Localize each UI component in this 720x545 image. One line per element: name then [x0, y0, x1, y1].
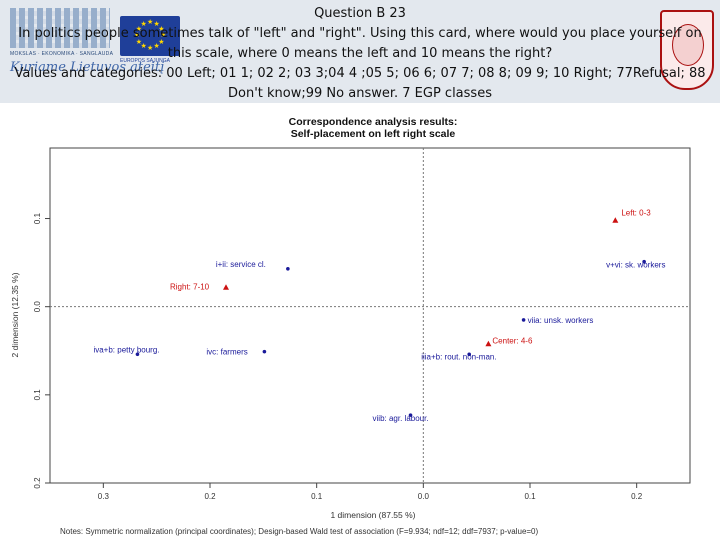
logo-esf: MOKSLAS · EKONOMIKA · SANGLAUDA Kuriame … [10, 8, 164, 75]
title-line-5: Don't know;99 No answer. 7 EGP classes [228, 86, 492, 101]
logo-slogan: Kuriame Lietuvos ateitį [10, 60, 165, 75]
plot-frame [49, 147, 691, 484]
chart-svg: Correspondence analysis results: Self-pl… [10, 116, 691, 536]
y-axis-label: 2 dimension (12.35 %) [10, 272, 20, 357]
point-label: ivc: farmers [206, 348, 247, 357]
point-label: Right: 7-10 [170, 282, 210, 291]
eu-star-icon: ★ [158, 38, 165, 46]
point-label: iva+b: petty bourg. [93, 345, 159, 354]
eu-star-icon: ★ [135, 38, 143, 46]
eu-star-icon: ★ [158, 25, 165, 33]
point-marker [521, 318, 526, 322]
eu-star-icon: ★ [134, 32, 141, 39]
chart-subtitle: Self-placement on left right scale [291, 128, 456, 140]
y-tick-label: 0.2 [33, 477, 42, 489]
point-label: viia: unsk. workers [528, 316, 594, 325]
title-line-4: Values and categories: 00 Left; 01 1; 02… [14, 66, 706, 81]
x-axis-ticks: 0.3 0.2 0.1 0.0 0.1 0.2 [98, 483, 643, 501]
eu-star-icon: ★ [153, 20, 160, 28]
point-marker [135, 352, 140, 357]
question-title: Question B 23 In politics people sometim… [0, 4, 720, 104]
triangle-marker [612, 217, 619, 223]
x-tick-label: 0.2 [631, 492, 643, 501]
point-marker [286, 266, 290, 271]
eu-star-icon: ★ [135, 25, 143, 33]
triangle-marker [485, 340, 492, 347]
eu-star-icon: ★ [140, 20, 147, 28]
point-marker [642, 259, 646, 264]
point-marker [467, 352, 472, 357]
y-axis-ticks: 0.1 0.0 0.1 0.2 [33, 212, 50, 489]
slide-header: MOKSLAS · EKONOMIKA · SANGLAUDA Kuriame … [0, 0, 720, 103]
title-line-1: Question B 23 [314, 6, 406, 21]
y-tick-label: 0.1 [33, 389, 42, 401]
x-tick-label: 0.0 [418, 492, 430, 501]
eu-star-icon: ★ [140, 43, 147, 51]
data-points: i+ii: service cl. v+vi: sk. workers viia: … [93, 208, 665, 423]
x-tick-label: 0.2 [204, 492, 216, 501]
point-label: i+ii: service cl. [216, 260, 266, 269]
eu-stars: ★ ★ ★ ★ ★ ★ ★ ★ ★ ★ ★ ★ [120, 16, 180, 56]
x-tick-label: 0.1 [524, 492, 536, 501]
eu-star-icon: ★ [147, 45, 154, 52]
eu-star-icon: ★ [147, 19, 154, 26]
y-tick-label: 0.0 [33, 301, 42, 313]
eu-caption: EUROPOS SĄJUNGA [120, 58, 171, 64]
point-label: Center: 4-6 [492, 337, 533, 346]
point-label: Left: 0-3 [621, 208, 651, 217]
eu-star-icon: ★ [160, 32, 167, 39]
chart-title: Correspondence analysis results: [289, 116, 458, 128]
point-marker [408, 413, 413, 417]
x-axis-label: 1 dimension (87.55 %) [330, 510, 415, 520]
point-label: iiia+b: rout. non-man. [421, 352, 496, 361]
seal-emblem [672, 24, 704, 66]
triangle-marker [223, 284, 229, 290]
zero-lines [50, 148, 690, 483]
chart-note: Notes: Symmetric normalization (principa… [60, 527, 539, 536]
eu-star-icon: ★ [153, 43, 160, 51]
correspondence-chart: Correspondence analysis results: Self-pl… [0, 103, 720, 540]
title-line-2: In politics people sometimes talk of "le… [18, 26, 702, 41]
point-label: v+vi: sk. workers [606, 261, 665, 270]
logo-grid-graphic [10, 8, 110, 48]
y-tick-label: 0.1 [33, 212, 42, 224]
x-tick-label: 0.3 [98, 492, 110, 501]
point-label: viib: agr. labour. [373, 414, 429, 423]
point-marker [262, 349, 267, 354]
title-line-3: this scale, where 0 means the left and 1… [167, 46, 553, 61]
eu-flag-icon: ★ ★ ★ ★ ★ ★ ★ ★ ★ ★ ★ ★ [120, 16, 180, 56]
logo-tagline: MOKSLAS · EKONOMIKA · SANGLAUDA [10, 51, 114, 57]
university-seal-icon [660, 10, 714, 90]
x-tick-label: 0.1 [311, 492, 323, 501]
